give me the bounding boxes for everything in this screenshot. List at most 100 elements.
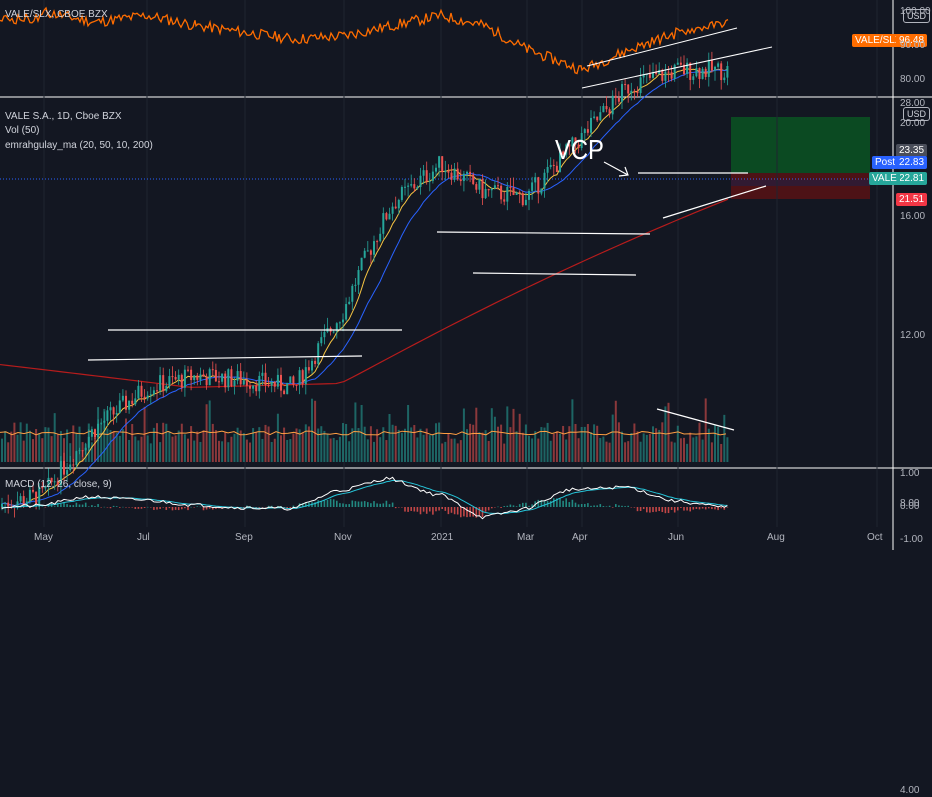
volume-bar [298,429,301,462]
candle-body [149,394,152,396]
macd-histogram-bar [317,500,319,507]
volume-bar [534,431,537,462]
macd-histogram-bar [686,507,688,511]
candle-body [314,360,317,364]
volume-bar [490,408,493,462]
volume-bar [342,423,344,462]
macd-histogram-bar [150,507,152,508]
candle-body [258,375,261,392]
macd-histogram-bar [413,507,416,512]
ratio-currency-button[interactable]: USD [903,9,931,23]
candle-body [512,187,515,195]
candle-body [521,193,524,206]
volume-bar [475,407,478,462]
volume-bar [273,438,276,462]
macd-histogram-bar [373,501,375,507]
candle-body [53,481,56,483]
macd-histogram-bar [215,507,217,509]
candle-body [143,396,146,399]
candle-body [559,151,561,172]
volume-bar [134,436,137,462]
macd-histogram-bar [66,504,68,507]
volume-bar [32,439,34,462]
volume-bar [106,428,109,462]
volume-bar [149,443,152,462]
macd-histogram-bar [367,502,369,507]
volume-bar [397,429,400,462]
ratio-channel-lower [581,46,773,89]
volume-bar [586,424,589,462]
volume-bar [459,440,462,462]
price-tag-label: VALE [869,172,900,185]
candle-body [478,179,481,190]
macd-histogram-bar [416,507,419,512]
ratio-series-line [0,6,729,75]
volume-bar [559,433,561,462]
volume-bar [357,428,360,462]
volume-bar [497,426,499,462]
candle-body [543,172,546,189]
candle-body [112,407,115,415]
macd-histogram-bar [162,507,164,508]
candle-body [202,374,205,377]
volume-bar [249,442,251,462]
volume-bar [56,434,59,462]
candle-body [19,496,22,502]
macd-histogram-bar [624,506,626,507]
macd-histogram-bar [522,502,524,507]
volume-bar [258,427,261,462]
macd-histogram-bar [500,507,502,508]
volume-bar [707,428,710,462]
macd-histogram-bar [587,503,589,507]
macd-histogram-bar [559,498,561,507]
candle-body [506,186,509,202]
macd-histogram-bar [441,507,443,510]
price-y-tick: 12.00 [900,330,926,341]
volume-bar [13,422,16,462]
volume-bar [121,429,124,462]
volume-bar [221,441,224,462]
macd-histogram-bar [360,501,363,507]
candle-body [710,60,713,71]
macd-histogram-bar [543,501,546,507]
candle-body [441,156,444,173]
macd-histogram-bar [103,506,106,508]
macd-histogram-bar [444,507,447,511]
price-currency-button[interactable]: USD [903,107,931,121]
volume-bar [583,426,586,462]
macd-histogram-bar [57,502,59,507]
volume-bar [617,422,620,462]
volume-bar [338,436,341,462]
pattern-trendline [87,355,363,361]
macd-histogram-bar [274,507,276,508]
candle-body [87,436,90,448]
price-tag-label: Post [872,156,899,169]
volume-bar [128,439,131,462]
candle-body [165,385,168,392]
volume-bar [196,431,199,462]
volume-bar [366,439,369,462]
volume-bar [63,438,65,462]
volume-bar [435,423,437,462]
volume-bar [44,427,47,462]
macd-histogram-bar [698,507,701,510]
volume-bar [10,431,13,462]
volume-bar [242,433,245,462]
ratio-y-tick: 100.00 [900,6,931,17]
macd-histogram-bar [382,503,385,507]
volume-bar [400,432,403,462]
candle-body [180,374,183,388]
candle-body [475,184,478,190]
chart-canvas[interactable] [0,0,932,550]
volume-bar [419,428,422,462]
macd-histogram-bar [177,507,180,511]
macd-histogram-bar [301,503,304,507]
candle-body [503,199,506,202]
candle-body [416,186,419,189]
macd-histogram-bar [425,507,428,514]
volume-bar [636,431,639,462]
volume-bar [596,425,599,462]
macd-histogram-bar [475,507,478,518]
volume-bar [47,427,50,462]
